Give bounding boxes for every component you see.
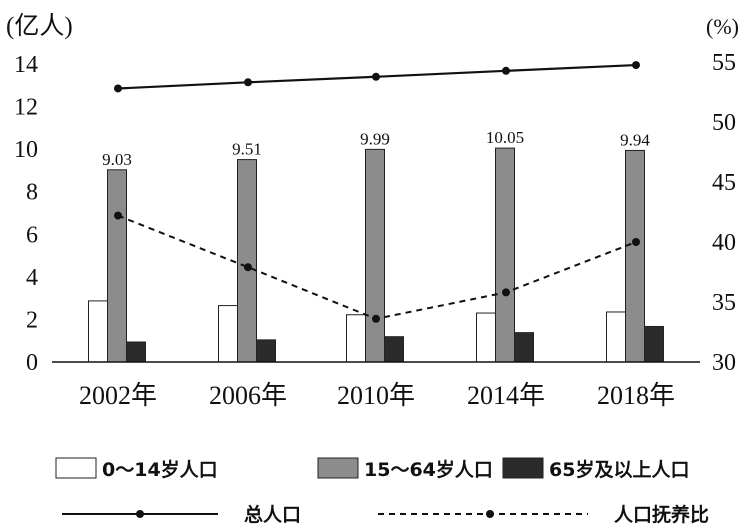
left-tick-label: 8 bbox=[26, 180, 38, 206]
line-point-1-2 bbox=[372, 314, 380, 323]
bar-1-1 bbox=[237, 159, 257, 363]
line-point-1-1 bbox=[244, 263, 252, 272]
left-axis-unit: (亿人) bbox=[6, 12, 73, 40]
legend-swatch bbox=[55, 457, 97, 479]
bar-0-4 bbox=[606, 311, 626, 363]
x-tick-label: 2002年 bbox=[79, 381, 157, 410]
bar-2-3 bbox=[514, 332, 534, 363]
left-tick-label: 6 bbox=[26, 222, 38, 248]
bar-value-labels: 9.03 9.51 9.99 10.05 9.94 bbox=[102, 128, 650, 169]
left-tick-label: 12 bbox=[14, 95, 38, 121]
right-axis-unit: (%) bbox=[706, 14, 739, 39]
bar-0-3 bbox=[476, 312, 496, 363]
x-axis-labels: 2002年 2006年 2010年 2014年 2018年 bbox=[79, 381, 675, 410]
bar-2-0 bbox=[126, 341, 146, 363]
legend-swatch bbox=[317, 457, 359, 479]
line-point-0-1 bbox=[244, 78, 252, 87]
line-point-0-3 bbox=[502, 66, 510, 75]
series-lines bbox=[114, 61, 640, 323]
left-tick-label: 10 bbox=[14, 137, 38, 163]
x-tick-label: 2006年 bbox=[209, 381, 287, 410]
legend-label: 人口抚养比 bbox=[614, 503, 709, 526]
right-tick-label: 30 bbox=[712, 350, 736, 376]
left-tick-label: 2 bbox=[26, 307, 38, 333]
legend-label: 65岁及以上人口 bbox=[549, 458, 689, 481]
left-tick-label: 4 bbox=[26, 265, 38, 291]
legend-swatch bbox=[502, 457, 544, 479]
bar-1-0 bbox=[107, 169, 127, 363]
right-tick-label: 55 bbox=[712, 50, 736, 76]
line-point-0-4 bbox=[632, 61, 640, 70]
right-tick-label: 45 bbox=[712, 170, 736, 196]
legend-line-marker bbox=[486, 510, 494, 518]
line-point-1-4 bbox=[632, 238, 640, 246]
left-tick-label: 14 bbox=[14, 52, 38, 78]
right-tick-label: 35 bbox=[712, 290, 736, 316]
legend-label: 0～14岁人口 bbox=[102, 458, 218, 481]
line-point-1-3 bbox=[502, 288, 510, 297]
bar-0-2 bbox=[346, 314, 366, 363]
bar-value-label: 10.05 bbox=[486, 128, 524, 147]
legend-label: 总人口 bbox=[244, 503, 301, 526]
bar-value-label: 9.99 bbox=[360, 129, 390, 148]
bar-1-3 bbox=[495, 147, 515, 363]
x-tick-label: 2010年 bbox=[337, 381, 415, 410]
left-tick-label: 0 bbox=[26, 350, 38, 376]
line-point-0-2 bbox=[372, 72, 380, 81]
line-point-0-0 bbox=[114, 84, 122, 93]
bar-1-4 bbox=[625, 149, 645, 363]
bar-value-label: 9.94 bbox=[620, 130, 650, 149]
bar-value-label: 9.51 bbox=[232, 140, 262, 159]
legend-line-marker bbox=[136, 510, 144, 518]
bars bbox=[88, 147, 664, 363]
line-point-1-0 bbox=[114, 211, 122, 220]
bar-value-label: 9.03 bbox=[102, 150, 132, 169]
legend-label: 15～64岁人口 bbox=[364, 458, 493, 481]
bar-1-2 bbox=[365, 148, 385, 363]
bar-0-0 bbox=[88, 300, 108, 363]
x-tick-label: 2014年 bbox=[467, 381, 545, 410]
left-axis-ticks: 0 2 4 6 8 10 12 14 bbox=[14, 52, 38, 376]
bar-2-2 bbox=[384, 336, 404, 363]
bar-2-1 bbox=[256, 339, 276, 363]
bar-0-1 bbox=[218, 305, 238, 363]
right-tick-label: 50 bbox=[712, 110, 736, 136]
right-axis-ticks: 30 35 40 45 50 55 bbox=[712, 50, 736, 376]
x-tick-label: 2018年 bbox=[597, 381, 675, 410]
right-tick-label: 40 bbox=[712, 230, 736, 256]
bar-2-4 bbox=[644, 325, 664, 363]
